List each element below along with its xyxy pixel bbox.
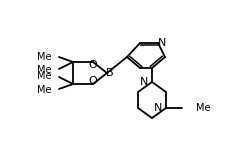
- Text: B: B: [106, 68, 114, 78]
- Text: Me: Me: [37, 85, 52, 95]
- Text: N: N: [158, 38, 166, 48]
- Text: Me: Me: [37, 71, 52, 81]
- Text: O: O: [89, 60, 97, 70]
- Text: O: O: [89, 76, 97, 86]
- Text: N: N: [140, 77, 148, 87]
- Text: Me: Me: [196, 103, 210, 113]
- Text: Me: Me: [37, 65, 52, 75]
- Text: N: N: [154, 103, 162, 113]
- Text: Me: Me: [37, 52, 52, 62]
